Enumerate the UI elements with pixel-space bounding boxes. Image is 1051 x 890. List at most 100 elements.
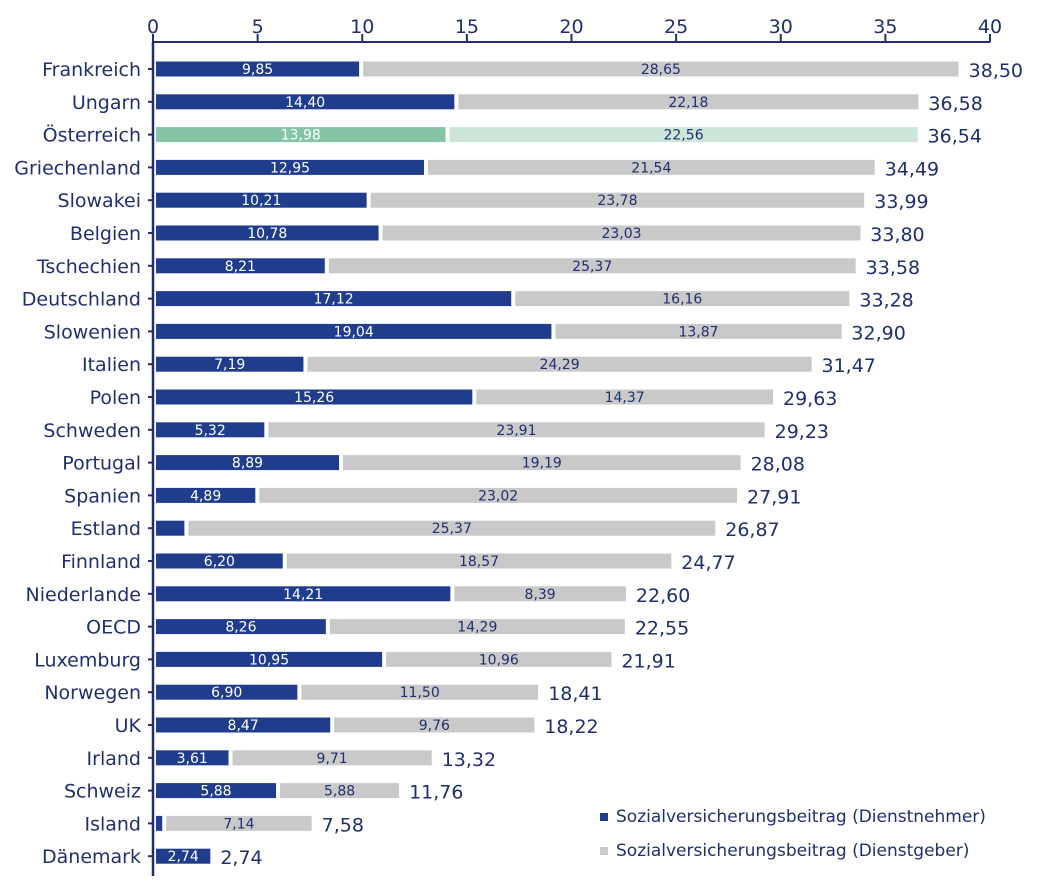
x-tick-label: 20 xyxy=(559,16,583,38)
bar-dienstgeber xyxy=(301,684,539,700)
bar-dienstnehmer xyxy=(156,258,325,274)
category-label: Niederlande xyxy=(26,584,141,606)
bar-dienstnehmer xyxy=(156,619,326,635)
bar-dienstnehmer xyxy=(156,389,473,405)
total-label: 29,63 xyxy=(783,388,837,410)
data-label-dienstnehmer: 6,90 xyxy=(211,685,242,701)
bar-dienstnehmer xyxy=(156,61,360,77)
category-label: Griechenland xyxy=(14,157,141,179)
data-label-dienstnehmer: 10,78 xyxy=(247,226,287,242)
data-label-dienstnehmer: 19,04 xyxy=(334,324,374,340)
category-label: Schweiz xyxy=(64,781,141,803)
bar-dienstgeber xyxy=(286,553,672,569)
category-label: Schweden xyxy=(43,420,141,442)
data-label-dienstnehmer: 12,95 xyxy=(270,160,310,176)
category-label: Norwegen xyxy=(44,682,141,704)
data-label-dienstgeber: 9,76 xyxy=(419,718,450,734)
category-label: Slowenien xyxy=(44,321,141,343)
data-label-dienstnehmer: 8,21 xyxy=(225,259,256,275)
bar-dienstnehmer xyxy=(156,422,265,438)
total-label: 33,80 xyxy=(870,224,924,246)
x-tick-label: 40 xyxy=(978,16,1002,38)
bar-dienstgeber xyxy=(382,225,861,241)
bar-dienstgeber xyxy=(232,750,432,766)
total-label: 7,58 xyxy=(322,814,364,836)
bar-dienstgeber xyxy=(328,258,856,274)
data-label-dienstnehmer: 2,74 xyxy=(168,849,199,865)
total-label: 24,77 xyxy=(681,552,735,574)
bar-dienstnehmer xyxy=(156,94,455,110)
bar-dienstnehmer xyxy=(156,487,256,503)
bar-dienstnehmer xyxy=(156,651,383,667)
bar-dienstgeber xyxy=(334,717,535,733)
total-label: 31,47 xyxy=(822,355,876,377)
data-label-dienstnehmer: 8,47 xyxy=(228,718,259,734)
category-label: Tschechien xyxy=(36,256,141,278)
total-label: 13,32 xyxy=(442,749,496,771)
category-label: Polen xyxy=(90,387,141,409)
data-label-dienstgeber: 14,29 xyxy=(457,620,497,636)
bar-dienstgeber xyxy=(329,619,625,635)
total-label: 18,41 xyxy=(548,683,602,705)
category-label: Ungarn xyxy=(72,92,141,114)
bar-dienstnehmer xyxy=(156,356,304,372)
data-label-dienstgeber: 18,57 xyxy=(459,554,499,570)
legend: Sozialversicherungsbeitrag (Dienstnehmer… xyxy=(600,800,986,868)
bar-dienstgeber xyxy=(188,520,716,536)
data-label-dienstgeber: 8,39 xyxy=(525,587,556,603)
x-tick-label: 10 xyxy=(350,16,374,38)
total-label: 21,91 xyxy=(621,650,675,672)
x-tick-label: 5 xyxy=(252,16,264,38)
bar-dienstnehmer xyxy=(156,783,277,799)
data-label-dienstgeber: 14,37 xyxy=(605,390,645,406)
data-label-dienstgeber: 28,65 xyxy=(641,62,681,78)
data-label-dienstgeber: 23,03 xyxy=(601,226,641,242)
data-label-dienstgeber: 23,78 xyxy=(597,193,637,209)
category-label: Portugal xyxy=(62,453,141,475)
total-label: 26,87 xyxy=(725,519,779,541)
data-label-dienstnehmer: 14,40 xyxy=(285,95,325,111)
bar-dienstgeber xyxy=(166,815,312,831)
bar-dienstnehmer xyxy=(156,520,185,536)
bar-dienstnehmer xyxy=(156,848,211,864)
x-tick-label: 0 xyxy=(147,16,159,38)
data-label-dienstgeber: 5,88 xyxy=(324,784,355,800)
bar-dienstnehmer xyxy=(156,684,298,700)
total-label: 2,74 xyxy=(220,847,262,869)
total-label: 18,22 xyxy=(544,716,598,738)
bar-dienstgeber xyxy=(386,651,612,667)
legend-label-dienstnehmer: Sozialversicherungsbeitrag (Dienstnehmer… xyxy=(616,807,986,827)
bar-dienstgeber xyxy=(454,586,626,602)
x-tick-label: 35 xyxy=(873,16,897,38)
legend-swatch-dienstnehmer xyxy=(600,813,608,821)
bar-dienstgeber xyxy=(280,783,400,799)
category-label: Spanien xyxy=(64,485,141,507)
total-label: 38,50 xyxy=(969,60,1023,82)
bar-dienstgeber xyxy=(268,422,765,438)
bar-dienstgeber xyxy=(427,159,875,175)
category-label: Deutschland xyxy=(22,289,141,311)
category-label: UK xyxy=(115,715,142,737)
data-label-dienstgeber: 25,37 xyxy=(432,521,472,537)
bar-dienstgeber xyxy=(515,291,850,307)
bar-dienstgeber xyxy=(363,61,959,77)
total-label: 22,55 xyxy=(635,618,689,640)
legend-item-dienstnehmer: Sozialversicherungsbeitrag (Dienstnehmer… xyxy=(600,800,986,834)
total-label: 36,58 xyxy=(928,93,982,115)
data-label-dienstgeber: 13,87 xyxy=(678,324,718,340)
bar-dienstnehmer xyxy=(156,159,424,175)
data-label-dienstnehmer: 3,61 xyxy=(177,751,208,767)
category-label: Italien xyxy=(82,354,141,376)
data-label-dienstgeber: 23,91 xyxy=(496,423,536,439)
bar-dienstnehmer xyxy=(156,323,552,339)
bar-dienstgeber xyxy=(458,94,919,110)
data-label-dienstnehmer: 15,26 xyxy=(294,390,334,406)
data-label-dienstnehmer: 9,85 xyxy=(242,62,273,78)
bar-dienstgeber xyxy=(370,192,865,208)
bar-dienstgeber xyxy=(259,487,738,503)
data-label-dienstgeber: 7,14 xyxy=(223,816,254,832)
total-label: 33,99 xyxy=(874,191,928,213)
bar-dienstnehmer xyxy=(156,225,379,241)
bar-dienstgeber xyxy=(307,356,812,372)
